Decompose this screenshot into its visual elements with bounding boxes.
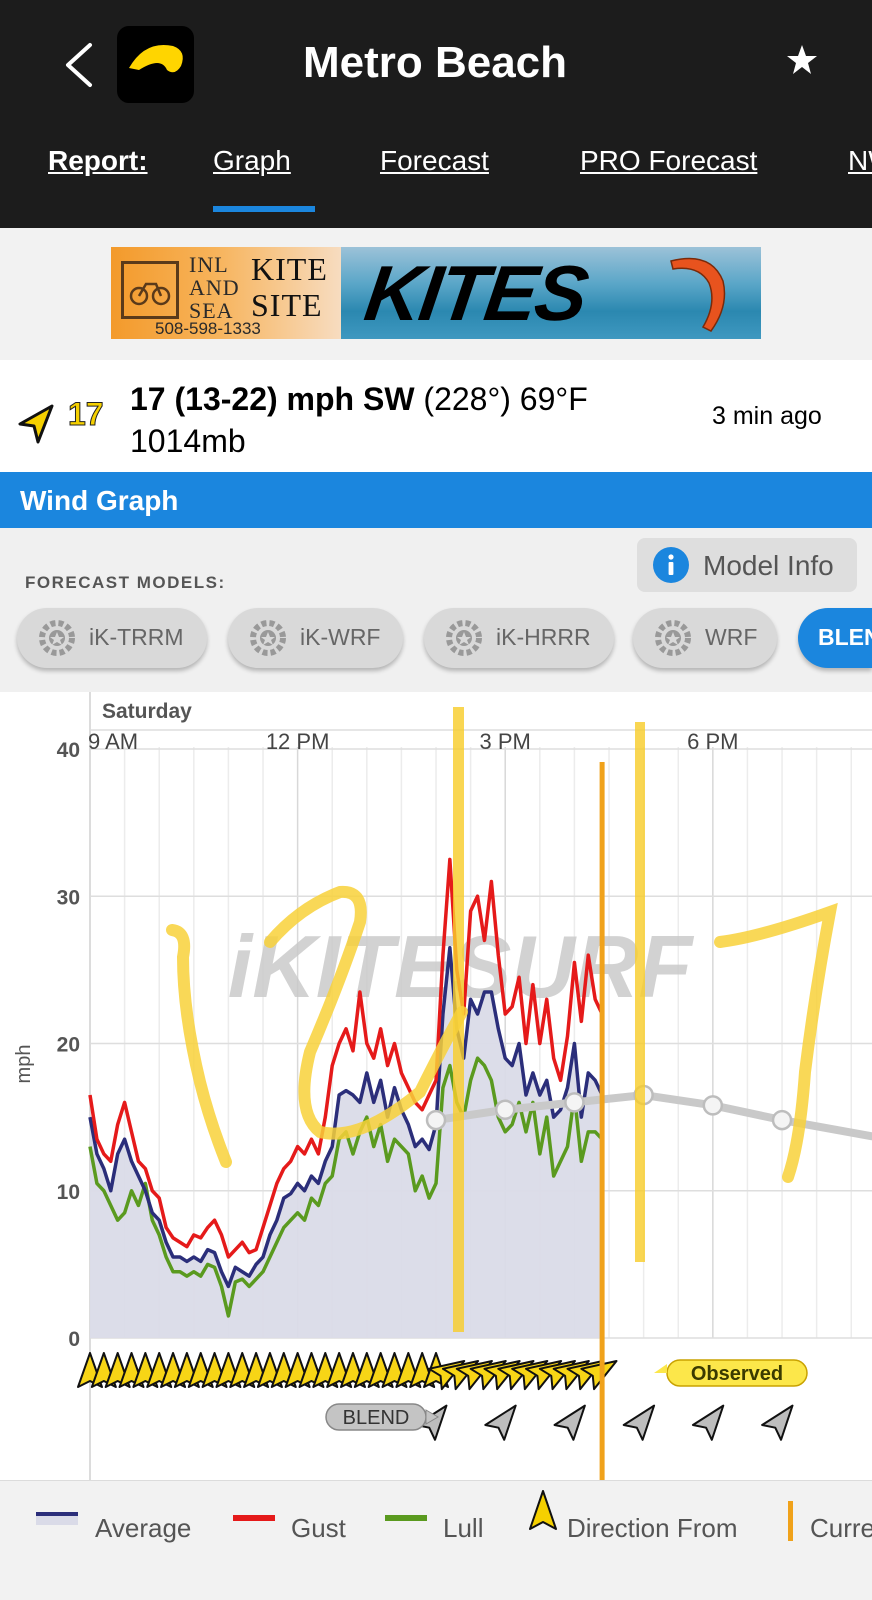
ad-banner[interactable]: INL AND SEA KITE SITE 508-598-1333 KITES: [111, 247, 761, 339]
day-label: Saturday: [102, 700, 192, 723]
average-line: [88, 946, 604, 1289]
star-icon[interactable]: [785, 43, 819, 77]
x-tick-label: 12 PM: [266, 729, 330, 754]
legend-direction-icon: [529, 1490, 557, 1530]
legend-gust: Gust: [291, 1513, 346, 1543]
ad-headline: KITES: [359, 249, 592, 337]
direction-arrows: [77, 1352, 794, 1441]
forecast-point: [702, 1095, 724, 1116]
forecast-models-label: FORECAST MODELS:: [25, 573, 226, 592]
y-axis-label: mph: [13, 1045, 35, 1084]
current-time-line: [599, 762, 605, 1480]
chart-legend: [0, 1480, 872, 1600]
observed-badge: Observed: [691, 1363, 783, 1385]
ad-kite-site-text: KITE SITE: [251, 251, 328, 323]
ad-left-panel: INL AND SEA KITE SITE 508-598-1333: [111, 247, 341, 339]
forecast-direction-arrow: [691, 1404, 725, 1441]
model-pill-blend[interactable]: BLEND: [798, 608, 872, 668]
legend-swatch-current-time: [788, 1501, 793, 1541]
gear-icon: [446, 620, 482, 656]
average-area: [90, 947, 603, 1338]
app-logo: [117, 26, 194, 103]
info-icon: [653, 547, 689, 583]
model-pill-label: iK-HRRR: [496, 624, 591, 650]
model-info-label: Model Info: [703, 550, 834, 581]
gear-icon: [39, 620, 75, 656]
ad-phone: 508-598-1333: [155, 319, 261, 338]
gear-icon: [250, 620, 286, 656]
blend-badge: BLEND: [343, 1407, 410, 1429]
forecast-point: [564, 1092, 585, 1113]
forecast-point: [494, 1099, 516, 1121]
ad-inland-sea-text: INL AND SEA: [189, 252, 240, 323]
legend-average: Average: [95, 1513, 192, 1543]
x-tick-labels: 9 AM 12 PM 3 PM 6 PM: [88, 729, 739, 754]
forecast-direction-arrow: [484, 1404, 517, 1441]
wind-graph-title: Wind Graph: [20, 485, 179, 516]
forecast-direction-arrow: [553, 1404, 586, 1441]
top-bar: Metro Beach Report: Graph Forecast PRO F…: [0, 0, 872, 228]
active-tab-indicator: [213, 206, 315, 212]
forecast-point: [771, 1109, 793, 1131]
tab-pro-forecast[interactable]: PRO Forecast: [580, 145, 758, 176]
y-tick-label: 40: [57, 739, 80, 762]
bicycle-icon: [121, 261, 179, 319]
forecast-direction-arrow: [622, 1404, 656, 1441]
y-tick-label: 20: [57, 1034, 80, 1057]
kite-logo-icon: [129, 44, 183, 73]
tab-forecast[interactable]: Forecast: [380, 145, 489, 176]
wind-speed-direction: 17 (13-22) mph SW: [130, 381, 415, 417]
wind-graph-header: [0, 472, 872, 528]
model-pill-label: iK-TRRM: [89, 624, 184, 650]
x-tick-label: 3 PM: [480, 729, 531, 754]
legend-direction-from: Direction From: [567, 1513, 738, 1543]
chevron-left-icon[interactable]: [58, 40, 98, 90]
report-tabs: Report: Graph Forecast PRO Forecast NW: [0, 145, 872, 195]
model-pill-ik-trrm[interactable]: iK-TRRM: [17, 608, 207, 668]
conditions-text: 17 (13-22) mph SW (228°) 69°F 1014mb: [130, 378, 690, 462]
current-time-marker: [599, 762, 605, 1480]
handwritten-annotation: [166, 707, 838, 1332]
speed-badge: 17: [68, 396, 105, 433]
model-pill-wrf[interactable]: WRF: [633, 608, 777, 668]
model-pill-ik-hrrr[interactable]: iK-HRRR: [424, 608, 614, 668]
legend-swatch-gust: [233, 1515, 275, 1521]
report-label: Report:: [48, 145, 148, 176]
model-pill-label: iK-WRF: [300, 624, 381, 650]
wind-chart-svg: Saturday 0 10 20 30 40 9 AM 12 PM 3 PM 6 PM mph…: [13, 692, 872, 1480]
pressure: 1014mb: [130, 423, 246, 459]
model-pill-label: BLEND: [818, 624, 872, 650]
y-tick-label: 10: [57, 1181, 80, 1204]
direction-row-badges: Observed BLEND: [325, 1359, 808, 1431]
wind-chart: Saturday 0 10 20 30 40 9 AM 12 PM 3 PM 6 PM mph…: [0, 692, 872, 1480]
x-tick-label: 6 PM: [687, 729, 738, 754]
model-pill-ik-wrf[interactable]: iK-WRF: [228, 608, 403, 668]
legend-current-time: Current Time: [810, 1513, 872, 1543]
gear-icon: [655, 620, 691, 656]
y-tick-labels: 0 10 20 30 40: [57, 739, 80, 1351]
degrees-temperature: (228°) 69°F: [414, 381, 588, 417]
wind-direction-icon: [18, 404, 54, 444]
y-tick-label: 0: [68, 1328, 80, 1351]
legend-swatch-lull: [385, 1515, 427, 1521]
x-tick-label: 9 AM: [88, 729, 138, 754]
updated-time: 3 min ago: [712, 402, 822, 430]
tab-nw[interactable]: NW: [848, 145, 872, 176]
model-pill-label: WRF: [705, 624, 758, 650]
y-tick-label: 30: [57, 886, 80, 909]
kite-icon: [670, 257, 726, 332]
legend-swatches: [36, 1490, 793, 1541]
current-conditions: [0, 360, 872, 472]
forecast-direction-arrow: [761, 1404, 794, 1441]
legend-lull: Lull: [443, 1513, 484, 1543]
forecast-point: [425, 1109, 447, 1131]
page-title: Metro Beach: [302, 38, 568, 87]
tab-graph[interactable]: Graph: [213, 145, 291, 176]
gust-line: [88, 857, 604, 1259]
